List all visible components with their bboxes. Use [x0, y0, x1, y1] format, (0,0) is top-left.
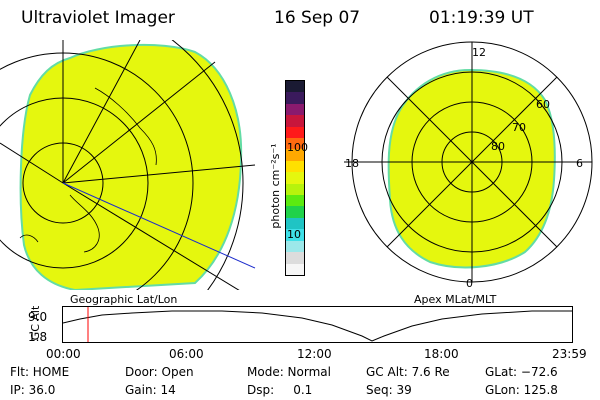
colorbar-segment — [286, 103, 304, 116]
geographic-auroral-image — [19, 43, 243, 290]
colorbar-segment — [286, 81, 304, 93]
colorbar-segment — [286, 206, 304, 218]
colorbar-segment — [286, 217, 304, 230]
mlat-label-80: 80 — [491, 140, 505, 153]
colorbar-tick-10: 10 — [287, 228, 301, 241]
altitude-ytick-bottom: 1.8 — [28, 330, 48, 344]
colorbar-segment — [286, 229, 304, 241]
magnetic-caption: Apex MLat/MLT — [414, 293, 497, 306]
colorbar-segment — [286, 126, 304, 139]
colorbar-segment — [286, 160, 304, 173]
door-status: Door: Open — [125, 365, 194, 379]
altitude-xtick-2359: 23:59 — [552, 347, 587, 361]
gc-altitude: GC Alt: 7.6 Re — [366, 365, 450, 379]
altitude-curve — [62, 310, 572, 342]
gain-value: Gain: 14 — [125, 383, 176, 397]
colorbar-segment — [286, 195, 304, 207]
mlat-label-70: 70 — [512, 121, 526, 134]
mlt-label-0: 0 — [466, 277, 473, 290]
instrument-title: Ultraviolet Imager — [21, 8, 175, 28]
mode-status: Mode: Normal — [247, 365, 331, 379]
ip-value: IP: 36.0 — [10, 383, 56, 397]
colorbar-tick-100: 100 — [287, 141, 308, 154]
mlat-label-60: 60 — [536, 98, 550, 111]
dsp-value: Dsp: 0.1 — [247, 383, 313, 397]
geographic-longitude: GLon: 125.8 — [485, 383, 558, 397]
colorbar-segment — [286, 115, 304, 127]
altitude-xtick-1800: 18:00 — [424, 347, 459, 361]
intensity-colorbar — [285, 80, 305, 276]
observation-date: 16 Sep 07 — [274, 8, 361, 28]
colorbar-unit-label: photon cm⁻²s⁻¹ — [269, 143, 282, 229]
colorbar-segment — [286, 92, 304, 104]
altitude-xtick-0000: 00:00 — [46, 347, 81, 361]
altitude-xtick-0600: 06:00 — [169, 347, 204, 361]
geographic-caption: Geographic Lat/Lon — [70, 293, 178, 306]
colorbar-segment — [286, 138, 304, 150]
mlt-label-18: 18 — [345, 157, 359, 170]
colorbar-segment — [286, 149, 304, 161]
altitude-ytick-top: 9.0 — [28, 310, 48, 324]
colorbar-segment — [286, 172, 304, 184]
geographic-map-panel — [0, 40, 256, 290]
colorbar-segment — [286, 183, 304, 196]
altitude-plot — [62, 306, 573, 343]
sequence-number: Seq: 39 — [366, 383, 412, 397]
flight-status: Flt: HOME — [10, 365, 70, 379]
polar-magnetic-panel — [344, 41, 593, 283]
altitude-xtick-1200: 12:00 — [297, 347, 332, 361]
geographic-latitude: GLat: −72.6 — [485, 365, 558, 379]
colorbar-segment — [286, 240, 304, 253]
mlt-label-6: 6 — [576, 157, 583, 170]
colorbar-segment — [286, 263, 304, 275]
colorbar-segment — [286, 252, 304, 264]
observation-time: 01:19:39 UT — [429, 8, 534, 28]
mlt-label-12: 12 — [472, 46, 486, 59]
